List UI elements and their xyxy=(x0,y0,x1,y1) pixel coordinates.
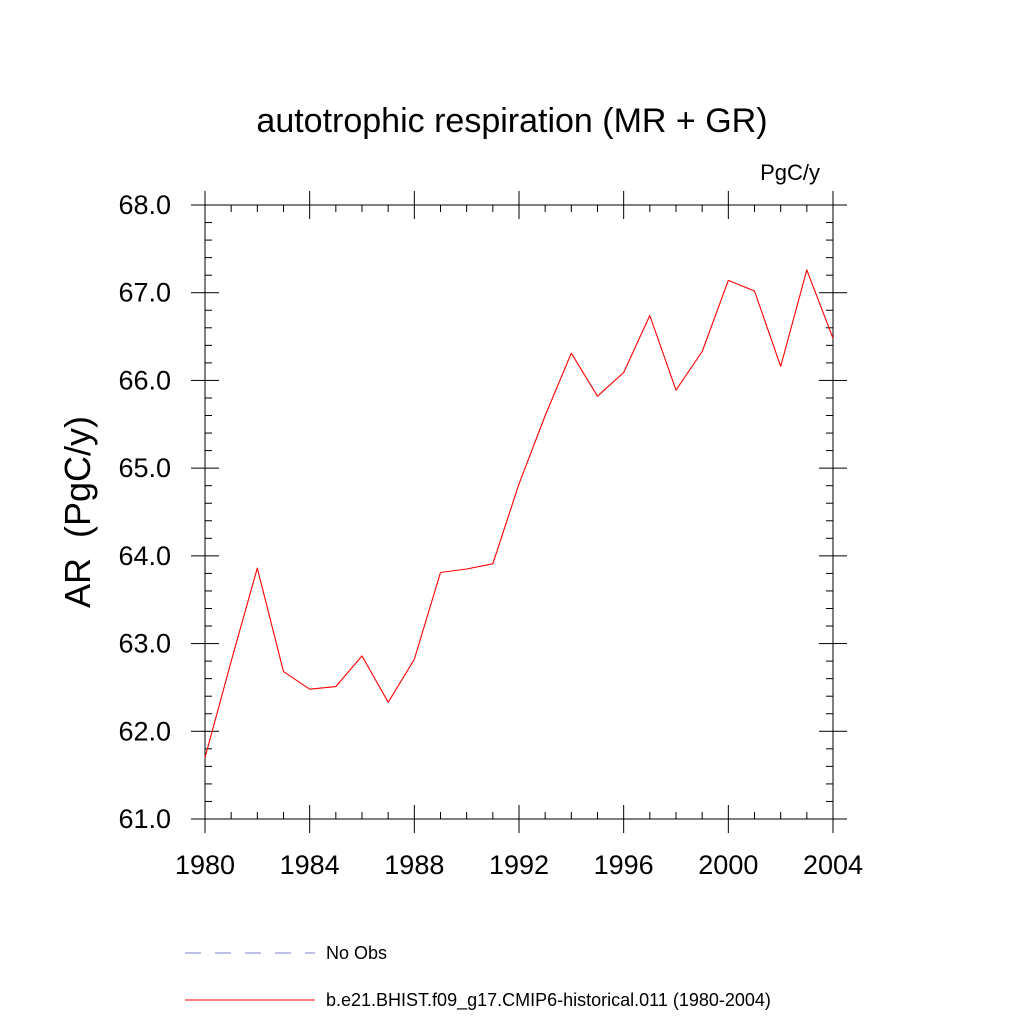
x-tick-label: 1996 xyxy=(594,850,654,880)
legend-label-no-obs: No Obs xyxy=(326,943,387,963)
x-tick-label: 2000 xyxy=(698,850,758,880)
plot-frame xyxy=(204,204,834,820)
y-tick-label: 62.0 xyxy=(118,716,171,746)
y-tick-label: 64.0 xyxy=(118,541,171,571)
series-lines xyxy=(204,269,834,758)
series-line-0 xyxy=(204,269,834,758)
y-tick-label: 63.0 xyxy=(118,629,171,659)
x-tick-label: 1992 xyxy=(489,850,549,880)
y-tick-label: 61.0 xyxy=(118,804,171,834)
x-tick-label: 2004 xyxy=(803,850,863,880)
x-tick-label: 1988 xyxy=(384,850,444,880)
x-tick-label: 1984 xyxy=(280,850,340,880)
x-tick-label: 1980 xyxy=(175,850,235,880)
axes xyxy=(191,191,847,833)
y-tick-labels: 61.0 62.0 63.0 64.0 65.0 66.0 67.0 68.0 xyxy=(118,190,171,834)
units-label: PgC/y xyxy=(760,160,820,185)
y-tick-label: 68.0 xyxy=(118,190,171,220)
x-tick-labels: 1980 1984 1988 1992 1996 2000 2004 xyxy=(175,850,863,880)
legend: No Obs b.e21.BHIST.f09_g17.CMIP6-histori… xyxy=(185,943,771,1011)
y-tick-label: 67.0 xyxy=(118,278,171,308)
y-tick-label: 65.0 xyxy=(118,453,171,483)
y-axis-label: AR (PgC/y) xyxy=(57,416,98,608)
y-tick-label: 66.0 xyxy=(118,365,171,395)
chart-title: autotrophic respiration (MR + GR) xyxy=(256,102,767,140)
legend-label-historical: b.e21.BHIST.f09_g17.CMIP6-historical.011… xyxy=(326,990,771,1011)
